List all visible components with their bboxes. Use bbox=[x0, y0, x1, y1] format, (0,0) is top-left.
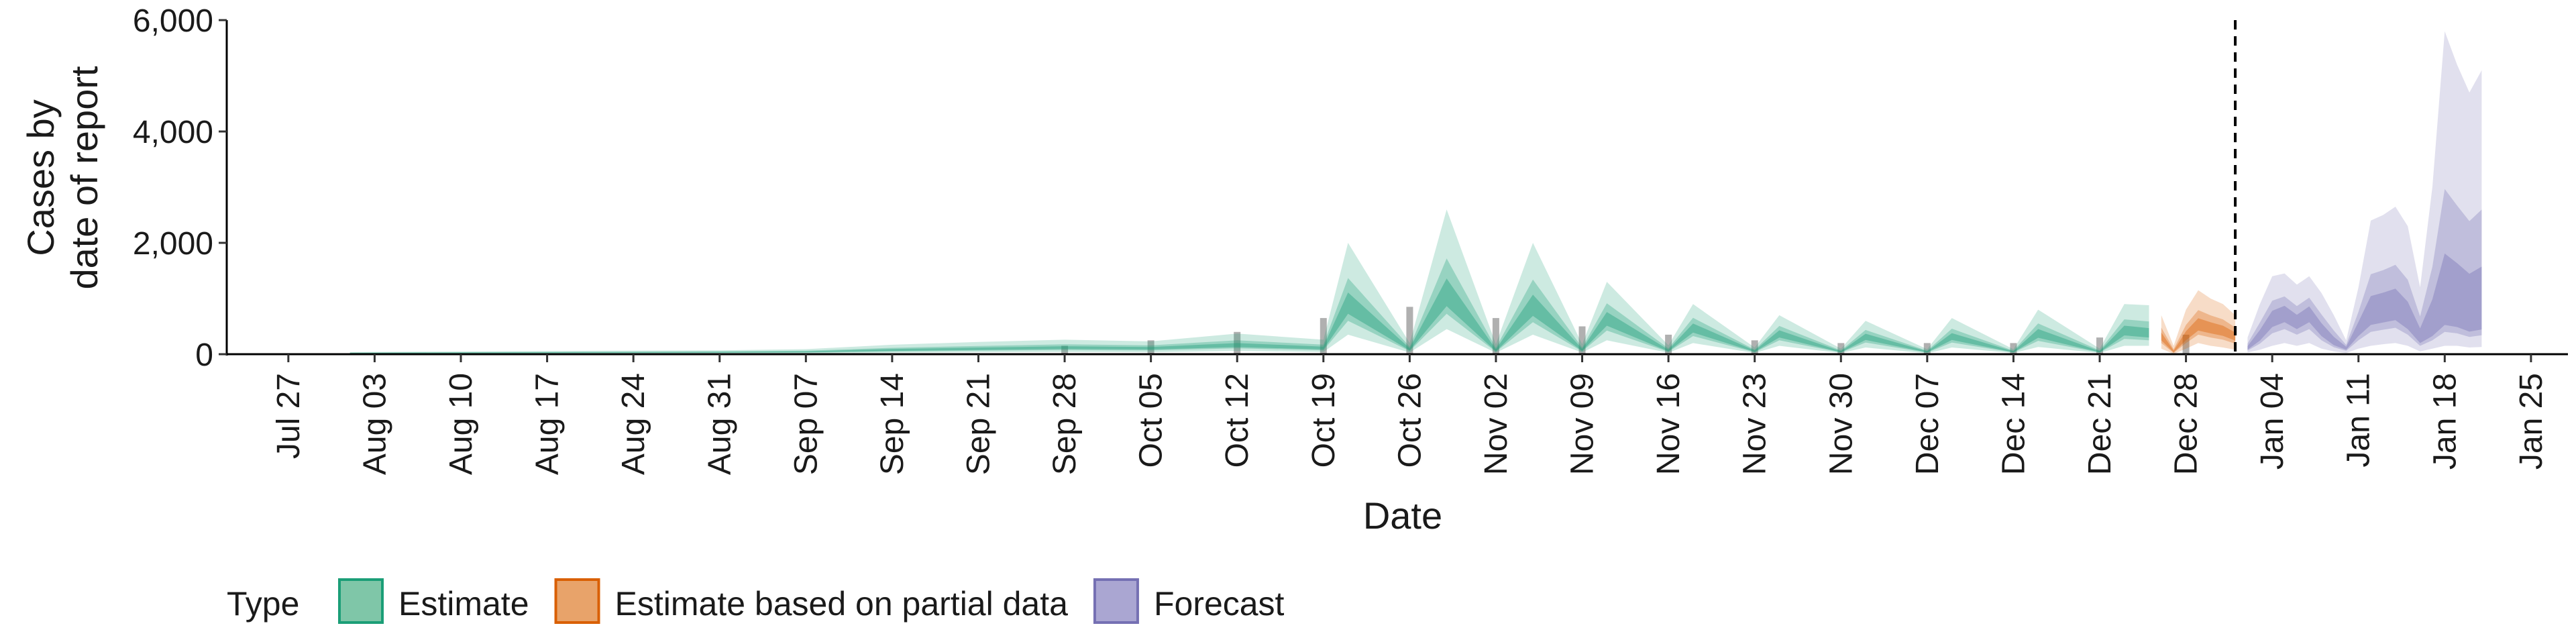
observed-case-bar bbox=[1406, 307, 1413, 354]
x-tick-label: Sep 21 bbox=[961, 373, 997, 475]
x-tick-label: Dec 07 bbox=[1910, 373, 1945, 475]
x-tick-label: Sep 07 bbox=[788, 373, 824, 475]
observed-case-bar bbox=[1147, 340, 1155, 355]
forecast-band-90 bbox=[2247, 31, 2482, 354]
estimate-based-on-partial-data-band-50 bbox=[2161, 310, 2236, 354]
legend-title: Type bbox=[227, 585, 299, 623]
forecast-band-20 bbox=[2247, 253, 2482, 350]
axes: 0 2,000 4,000 6,000 Jul 27 Aug 03 Aug 10 Aug 17… bbox=[133, 3, 2568, 475]
estimate-based-on-partial-data-band-20 bbox=[2161, 318, 2236, 353]
x-tick-label: Jan 25 bbox=[2514, 373, 2549, 470]
observed-case-bar bbox=[2096, 337, 2103, 354]
y-tick-label: 2,000 bbox=[133, 226, 213, 262]
observed-case-bar bbox=[1578, 326, 1586, 354]
observed-case-bar bbox=[2182, 334, 2190, 354]
observed-case-bar bbox=[1665, 334, 1672, 354]
x-tick-label: Oct 05 bbox=[1134, 373, 1169, 468]
x-tick-label: Nov 02 bbox=[1479, 373, 1514, 475]
x-tick-label: Jan 04 bbox=[2255, 373, 2290, 470]
y-axis-title-line-1: Cases by bbox=[19, 99, 62, 256]
x-tick-label: Oct 26 bbox=[1392, 373, 1428, 468]
legend-swatch bbox=[338, 578, 384, 624]
x-tick-label: Nov 09 bbox=[1565, 373, 1601, 475]
x-tick-label: Aug 24 bbox=[616, 373, 651, 475]
observed-case-bar bbox=[1320, 318, 1327, 354]
x-tick-label: Aug 03 bbox=[357, 373, 392, 475]
estimate-band-50 bbox=[350, 258, 2149, 354]
x-tick-label: Nov 16 bbox=[1651, 373, 1686, 475]
x-tick-label: Jan 11 bbox=[2341, 373, 2377, 468]
y-axis-title: Cases by date of report bbox=[19, 66, 105, 290]
x-tick-label: Sep 28 bbox=[1047, 373, 1083, 475]
x-tick-label: Nov 30 bbox=[1823, 373, 1859, 475]
legend-label: Forecast bbox=[1154, 585, 1285, 623]
y-axis-title-line-2: date of report bbox=[63, 66, 105, 290]
observed-case-bar bbox=[1492, 318, 1499, 354]
x-tick-label: Jul 27 bbox=[271, 373, 307, 459]
legend-swatch bbox=[554, 578, 600, 624]
x-axis-title: Date bbox=[1363, 494, 1442, 537]
legend: Type Estimate Estimate based on partial d… bbox=[227, 578, 1285, 624]
x-tick-label: Aug 10 bbox=[443, 373, 479, 475]
x-tick-label: Oct 19 bbox=[1306, 373, 1342, 468]
plot-area bbox=[350, 20, 2482, 355]
observed-case-bar bbox=[1061, 345, 1069, 354]
x-tick-label: Sep 14 bbox=[875, 373, 910, 475]
x-tick-label: Jan 18 bbox=[2427, 373, 2463, 470]
legend-label: Estimate bbox=[398, 585, 529, 623]
observed-case-bar bbox=[1837, 343, 1845, 354]
estimate-band-90 bbox=[350, 209, 2149, 354]
x-tick-label: Aug 17 bbox=[530, 373, 566, 475]
x-tick-label: Dec 28 bbox=[2169, 373, 2204, 475]
x-tick-label: Nov 23 bbox=[1737, 373, 1773, 475]
x-tick-label: Dec 21 bbox=[2082, 373, 2118, 475]
estimate-based-on-partial-data-band-90 bbox=[2161, 290, 2236, 354]
x-tick-label: Dec 14 bbox=[1996, 373, 2031, 475]
y-tick-label: 0 bbox=[195, 337, 213, 373]
legend-swatch bbox=[1093, 578, 1139, 624]
legend-label: Estimate based on partial data bbox=[615, 585, 1069, 623]
forecast-band-50 bbox=[2247, 189, 2482, 351]
y-tick-label: 6,000 bbox=[133, 3, 213, 39]
observed-case-bar bbox=[1923, 343, 1931, 354]
x-tick-label: Aug 31 bbox=[702, 373, 738, 475]
observed-case-bar bbox=[1234, 331, 1241, 354]
x-tick-label: Oct 12 bbox=[1220, 373, 1255, 468]
observed-case-bar bbox=[2010, 343, 2017, 354]
observed-case-bar bbox=[1751, 340, 1758, 355]
y-tick-label: 4,000 bbox=[133, 115, 213, 150]
